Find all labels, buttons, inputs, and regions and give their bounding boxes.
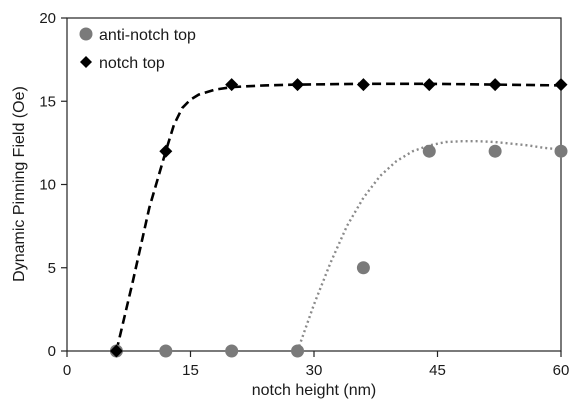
data-point-series-1 <box>225 78 239 92</box>
legend-marker-anti-notch-top <box>79 27 93 41</box>
fit-lines <box>115 82 562 352</box>
data-point-series-0 <box>356 261 370 275</box>
data-point-series-1 <box>356 78 370 92</box>
fit-line-series-0 <box>296 139 562 352</box>
legend-marker-notch-top <box>80 56 92 68</box>
axis-ticks: 0 15 30 45 60 0 5 10 15 20 <box>39 10 569 379</box>
legend-label-anti-notch-top: anti-notch top <box>99 27 196 44</box>
x-tick-label: 30 <box>306 362 323 379</box>
data-point-series-0 <box>488 144 502 158</box>
y-tick-label: 5 <box>48 260 56 277</box>
y-tick-label: 20 <box>39 10 56 27</box>
data-point-series-0 <box>159 344 173 358</box>
data-markers <box>109 78 568 358</box>
data-point-series-0 <box>225 344 239 358</box>
y-axis-title: Dynamic Pinning Field (Oe) <box>11 86 28 282</box>
data-point-series-0 <box>554 144 568 158</box>
data-point-series-0 <box>422 144 436 158</box>
data-point-series-1 <box>422 78 436 92</box>
data-point-series-1 <box>109 344 123 358</box>
data-point-series-1 <box>554 78 568 92</box>
data-point-series-0 <box>291 344 305 358</box>
legend: anti-notch top notch top <box>79 27 196 72</box>
data-point-series-1 <box>159 144 173 158</box>
y-tick-label: 0 <box>48 343 56 360</box>
y-tick-label: 10 <box>39 177 56 194</box>
x-tick-label: 45 <box>429 362 446 379</box>
legend-label-notch-top: notch top <box>99 55 165 72</box>
x-axis-title: notch height (nm) <box>252 382 377 399</box>
x-tick-label: 0 <box>63 362 71 379</box>
data-point-series-1 <box>291 78 305 92</box>
y-tick-label: 15 <box>39 93 56 110</box>
x-tick-label: 60 <box>553 362 570 379</box>
fit-line-series-1 <box>115 82 562 352</box>
x-tick-label: 15 <box>182 362 199 379</box>
data-point-series-1 <box>488 78 502 92</box>
